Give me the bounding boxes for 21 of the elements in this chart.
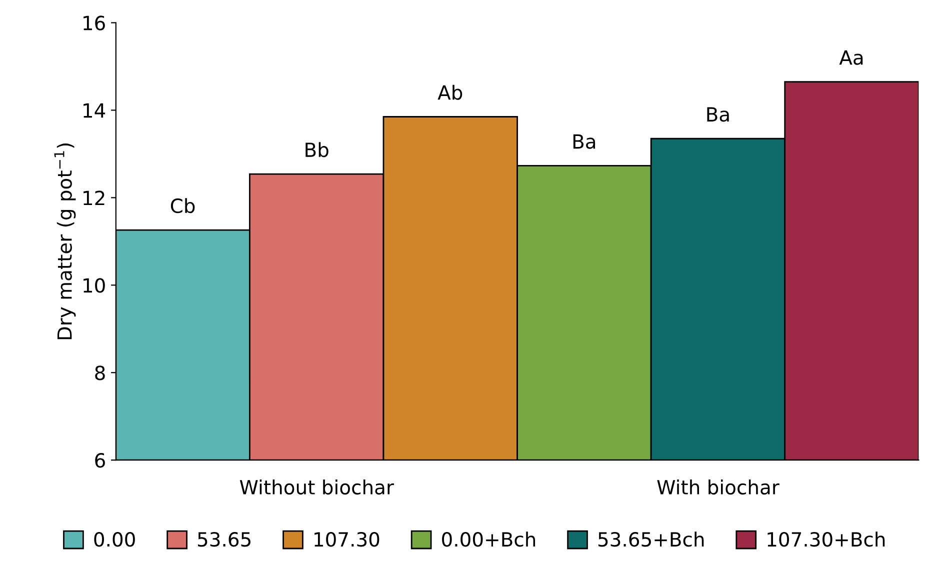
y-axis-title: Dry matter (g pot$^{−1}$) <box>54 143 76 340</box>
data-label: Ba <box>573 134 596 149</box>
data-label: Ba <box>707 107 729 122</box>
legend-label: 107.30+Bch <box>768 532 885 547</box>
y-tick-label: 12 <box>84 190 104 206</box>
data-label: Bb <box>306 142 328 158</box>
data-label: Ab <box>438 84 462 100</box>
data-label: Aa <box>839 50 863 65</box>
legend-label: 0.00+Bch <box>442 532 536 547</box>
y-tick-label: 10 <box>84 278 105 293</box>
legend-label: 107.30 <box>314 532 380 547</box>
legend-label: 53.65+Bch <box>598 532 704 547</box>
legend-label: 53.65 <box>198 532 250 547</box>
y-tick-label: 8 <box>95 366 105 380</box>
y-tick-label: 16 <box>84 16 105 30</box>
y-tick-label: 6 <box>95 453 105 468</box>
y-tick-label: 14 <box>84 103 106 118</box>
x-tick-label: With biochar <box>657 480 780 495</box>
x-tick-label: Without biochar <box>240 480 394 495</box>
legend-label: 0.00 <box>94 532 135 547</box>
data-label: Cb <box>170 198 195 214</box>
